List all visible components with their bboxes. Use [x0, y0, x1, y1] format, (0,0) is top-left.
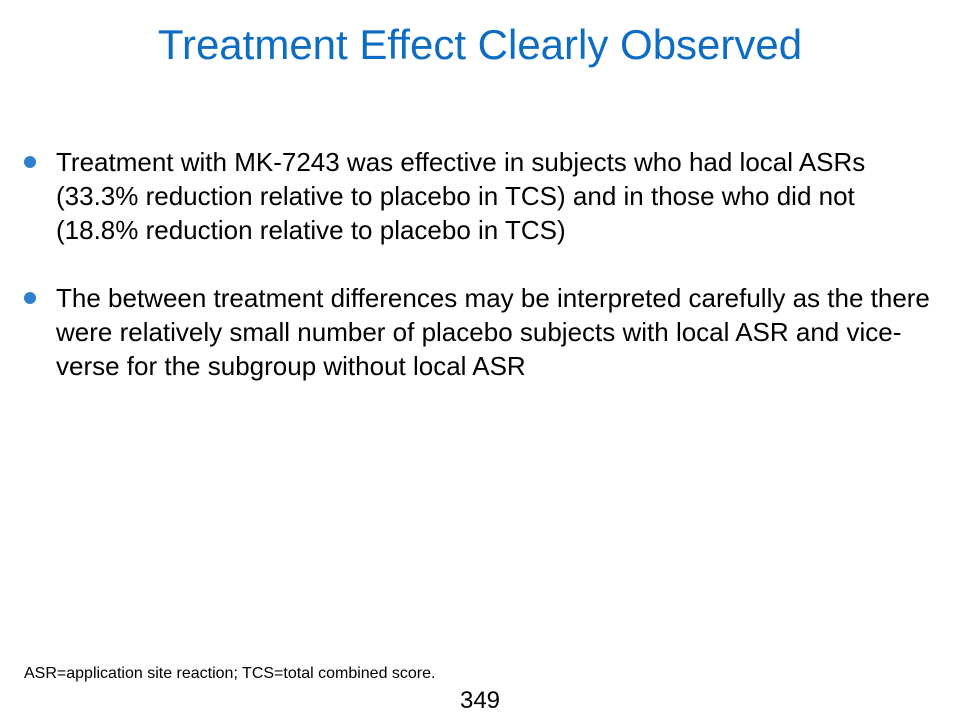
bullet-dot-icon	[24, 156, 36, 168]
bullet-text: Treatment with MK-7243 was effective in …	[56, 147, 866, 245]
bullet-list: Treatment with MK-7243 was effective in …	[24, 145, 934, 417]
footnote: ASR=application site reaction; TCS=total…	[24, 665, 436, 682]
bullet-item: The between treatment differences may be…	[24, 281, 934, 383]
bullet-item: Treatment with MK-7243 was effective in …	[24, 145, 934, 247]
page-number: 349	[459, 687, 501, 714]
bullet-dot-icon	[24, 292, 36, 304]
slide-title: Treatment Effect Clearly Observed	[157, 21, 803, 68]
bullet-text: The between treatment differences may be…	[56, 283, 930, 381]
